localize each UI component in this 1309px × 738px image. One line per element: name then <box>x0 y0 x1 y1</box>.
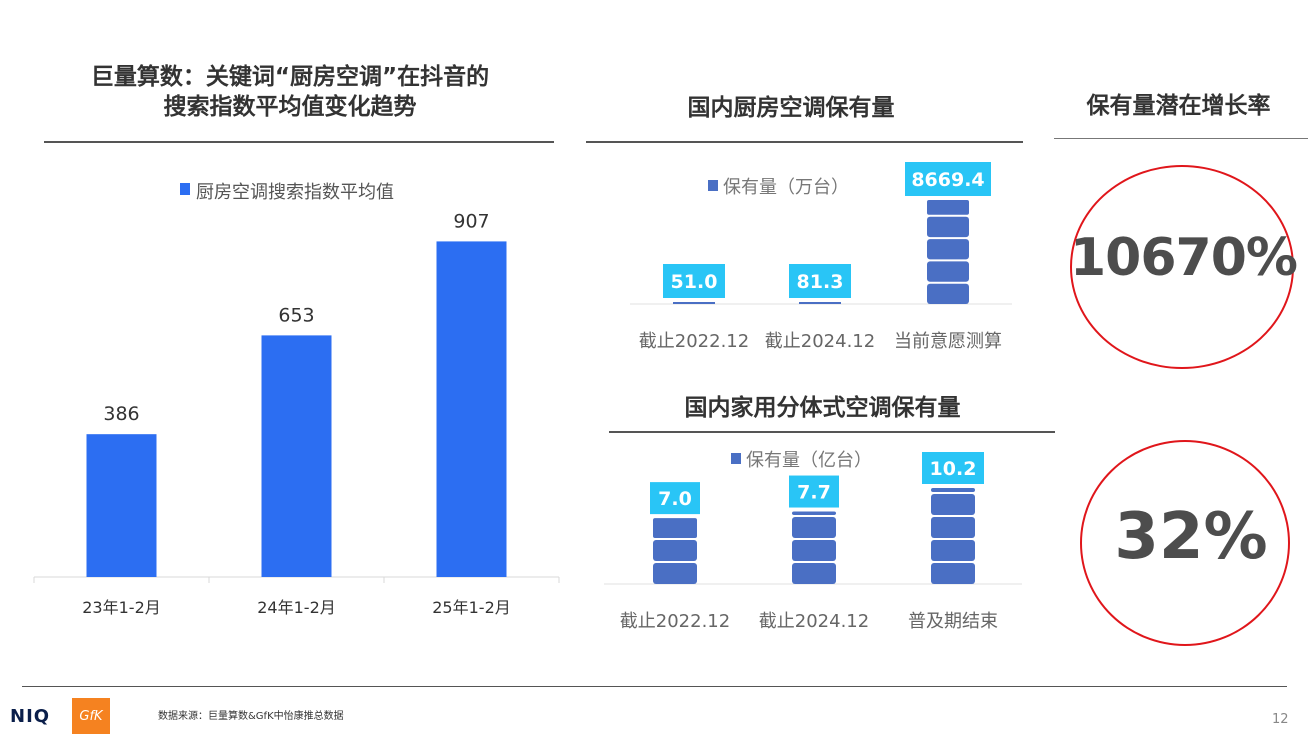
data-label: 51.0 <box>671 271 718 293</box>
bar <box>931 488 975 492</box>
bar <box>673 302 715 304</box>
bar <box>792 563 836 584</box>
x-tick-label: 截止2022.12 <box>639 331 749 352</box>
bar <box>927 239 969 260</box>
legend-label: 厨房空调搜索指数平均值 <box>196 182 394 203</box>
data-label: 907 <box>453 210 489 232</box>
left-chart-title: 巨量算数：关键词“厨房空调”在抖音的 搜索指数平均值变化趋势 <box>40 62 540 122</box>
bar <box>261 335 332 577</box>
x-tick-label: 当前意愿测算 <box>894 331 1002 352</box>
mid-top-title: 国内厨房空调保有量 <box>687 95 895 121</box>
footer-rule <box>22 686 1287 687</box>
bar <box>927 283 969 304</box>
page-number: 12 <box>1272 712 1289 727</box>
bar <box>653 518 697 538</box>
bar <box>653 540 697 561</box>
bar <box>792 511 836 515</box>
bar <box>792 540 836 561</box>
data-label-box <box>650 482 700 515</box>
data-label-box <box>789 264 851 298</box>
x-tick-label: 普及期结束 <box>908 611 998 632</box>
bar <box>931 494 975 515</box>
mid-top-title-rule <box>586 141 1023 143</box>
rate-value-1: 10670% <box>1070 228 1298 288</box>
data-label-box <box>905 162 991 196</box>
legend-swatch <box>180 183 190 195</box>
mid-bottom-bar-chart: 保有量（亿台） 7.0 截止2022.12 7.7 截止2024.12 10.2 普及期结束 <box>604 450 1022 632</box>
niq-logo: NIQ <box>10 706 51 727</box>
rate-circle-1 <box>1070 165 1294 369</box>
legend-label: 保有量（亿台） <box>746 450 872 471</box>
data-label-box <box>922 452 984 484</box>
x-tick-label: 25年1-2月 <box>432 598 511 617</box>
left-bar-chart: 厨房空调搜索指数平均值 386 23年1-2月 653 24年1-2月 907 25年1-2… <box>33 182 560 617</box>
bar <box>436 241 507 577</box>
data-label: 386 <box>103 403 139 425</box>
bar <box>927 200 969 215</box>
bar <box>86 434 157 577</box>
x-tick-label: 截止2024.12 <box>759 611 869 632</box>
rate-value-2: 32% <box>1114 500 1268 574</box>
x-tick-label: 截止2022.12 <box>620 611 730 632</box>
data-label-box <box>789 475 839 508</box>
x-tick-label: 23年1-2月 <box>82 598 161 617</box>
data-source-note: 数据来源：巨量算数&GfK中怡康推总数据 <box>158 711 344 722</box>
x-tick-label: 截止2024.12 <box>765 331 875 352</box>
bar <box>931 540 975 561</box>
right-title-rule <box>1054 138 1308 139</box>
data-label: 653 <box>278 304 314 326</box>
gfk-logo-text: GfK <box>79 708 103 724</box>
data-label-box <box>663 264 725 298</box>
bar <box>792 517 836 538</box>
x-tick-label: 24年1-2月 <box>257 598 336 617</box>
data-label: 81.3 <box>797 271 844 293</box>
right-title: 保有量潜在增长率 <box>1086 93 1271 119</box>
bar <box>927 261 969 282</box>
legend-swatch <box>731 453 741 464</box>
data-label: 7.7 <box>797 482 831 504</box>
bar <box>799 302 841 304</box>
data-label: 8669.4 <box>911 169 984 191</box>
data-label: 7.0 <box>658 488 692 510</box>
legend-label: 保有量（万台） <box>723 177 849 198</box>
left-title-line2: 搜索指数平均值变化趋势 <box>163 94 417 120</box>
legend-swatch <box>708 180 718 191</box>
left-title-rule <box>44 141 554 143</box>
mid-top-bar-chart: 保有量（万台） 51.0 截止2022.12 81.3 截止2024.12 8669.4 当… <box>630 162 1012 352</box>
mid-bottom-title: 国内家用分体式空调保有量 <box>684 395 961 421</box>
data-label: 10.2 <box>930 458 977 480</box>
bar <box>931 563 975 584</box>
bar <box>653 563 697 584</box>
left-title-line1: 巨量算数：关键词“厨房空调”在抖音的 <box>90 64 490 90</box>
bar <box>931 517 975 538</box>
mid-bottom-title-rule <box>609 431 1055 433</box>
bar <box>927 216 969 238</box>
gfk-logo: GfK <box>72 698 110 734</box>
rate-circle-2 <box>1080 440 1290 646</box>
